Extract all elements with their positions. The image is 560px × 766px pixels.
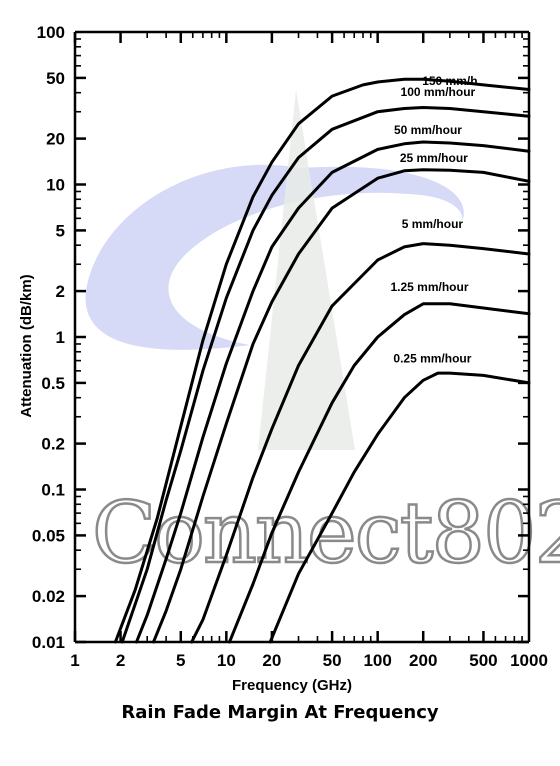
series-line: [120, 106, 531, 644]
x-tick-label: 1: [70, 651, 79, 670]
axis-tick-labels: 0.01 0.02 0.05 0.1 0.2 0.5 1 2 5 10 20 50 100 1 2 5 10 20…: [32, 23, 548, 670]
series-line: [152, 168, 531, 644]
y-tick-label: 20: [46, 130, 65, 149]
y-tick-label: 10: [46, 176, 65, 195]
x-tick-label: 10: [217, 651, 236, 670]
y-tick-label: 100: [37, 23, 65, 42]
series-label: 50 mm/hour: [394, 123, 462, 137]
series-line: [135, 140, 531, 644]
connect802-watermark: Connect802: [85, 90, 560, 583]
x-tick-label: 100: [363, 651, 391, 670]
x-tick-label: 500: [469, 651, 497, 670]
series-label: 150 mm/h: [422, 74, 477, 88]
y-tick-label: 0.5: [41, 374, 65, 393]
watermark-triangle: [258, 90, 355, 450]
y-tick-label: 0.05: [32, 526, 65, 545]
x-tick-label: 50: [323, 651, 342, 670]
axis-ticks: [73, 32, 529, 644]
series-label: 100 mm/hour: [401, 85, 476, 99]
y-tick-label: 0.02: [32, 587, 65, 606]
y-tick-label: 0.2: [41, 435, 65, 454]
y-tick-label: 50: [46, 69, 65, 88]
y-tick-label: 5: [56, 221, 65, 240]
x-tick-label: 5: [176, 651, 185, 670]
series-label: 1.25 mm/hour: [390, 280, 468, 294]
watermark-text: Connect802: [92, 484, 560, 582]
y-tick-label: 0.01: [32, 633, 65, 652]
series-label: 5 mm/hour: [402, 217, 464, 231]
x-tick-label: 200: [409, 651, 437, 670]
y-tick-label: 0.1: [41, 481, 65, 500]
series-line: [190, 242, 531, 644]
series-label: 25 mm/hour: [400, 151, 468, 165]
watermark-swoosh: [85, 164, 464, 350]
series-curves: [113, 77, 531, 644]
chart-caption: Rain Fade Margin At Frequency: [121, 702, 439, 723]
series-label: 0.25 mm/hour: [393, 352, 471, 366]
series-line: [268, 371, 531, 644]
x-tick-label: 20: [262, 651, 281, 670]
y-tick-label: 1: [56, 328, 65, 347]
series-line: [228, 302, 531, 644]
y-axis-title: Attenuation (dB/km): [18, 274, 35, 417]
x-tick-label: 1000: [510, 651, 548, 670]
x-axis-title: Frequency (GHz): [232, 677, 352, 694]
x-tick-label: 2: [116, 651, 125, 670]
series-line: [113, 77, 531, 644]
y-tick-label: 2: [56, 282, 65, 301]
